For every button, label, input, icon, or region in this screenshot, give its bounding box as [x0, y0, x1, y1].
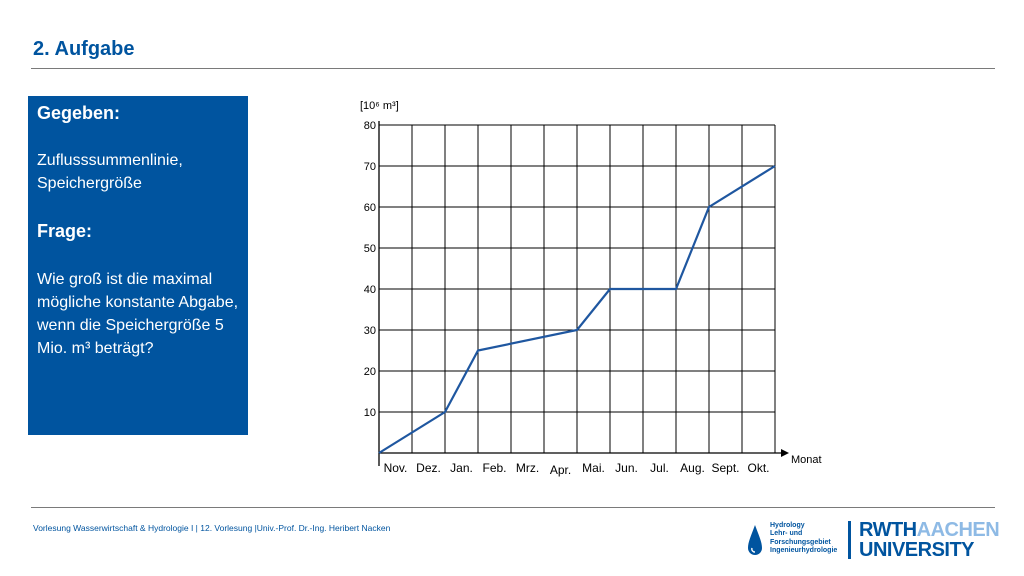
title-divider	[31, 68, 995, 69]
month-label: Jul.	[650, 461, 669, 475]
chart-grid	[379, 124, 776, 453]
rwth-logo: RWTHAACHEN UNIVERSITY	[859, 519, 1000, 561]
y-tick-label: 10	[364, 407, 376, 419]
given-text: Zuflusssummenlinie, Speichergröße	[37, 152, 183, 192]
y-tick-label: 50	[364, 243, 376, 255]
month-label: Mrz.	[516, 461, 539, 475]
y-tick-label: 40	[364, 284, 376, 296]
question-text: Wie groß ist die maximal mögliche konsta…	[37, 271, 239, 357]
y-tick-label: 30	[364, 325, 376, 337]
month-label: Jan.	[450, 461, 473, 475]
y-tick-labels: 10 20 30 40 50 60 70 80	[364, 120, 376, 419]
y-tick-label: 80	[364, 120, 376, 132]
given-heading: Gegeben:	[37, 103, 121, 123]
month-label: Nov.	[384, 461, 408, 475]
footer-text: Vorlesung Wasserwirtschaft & Hydrologie …	[33, 523, 391, 533]
footer-logos: Hydrology Lehr- und Forschungsgebiet Ing…	[745, 519, 1000, 563]
y-tick-label: 20	[364, 366, 376, 378]
slide-title: 2. Aufgabe	[33, 38, 135, 60]
month-label: Jun.	[615, 461, 638, 475]
info-panel: Gegeben: Zuflusssummenlinie, Speichergrö…	[28, 96, 248, 435]
question-heading: Frage:	[37, 221, 93, 241]
month-label: Apr.	[550, 463, 571, 477]
footer-divider	[31, 507, 995, 508]
month-label: Mai.	[582, 461, 605, 475]
month-labels: Nov. Dez. Jan. Feb. Mrz. Apr. Mai. Jun. Jul. Aug.…	[384, 461, 770, 477]
x-axis-label: Monat	[791, 454, 822, 466]
y-tick-label: 60	[364, 202, 376, 214]
hydrology-logo-text: Hydrology Lehr- und Forschungsgebiet Ing…	[770, 522, 838, 554]
storage-chart: [10⁶ m³] Monat 10 20 30 40 50 60 70 80 Nov. Dez.…	[360, 100, 822, 477]
chart-axes	[378, 121, 789, 466]
month-label: Aug.	[680, 461, 705, 475]
series-line	[378, 165, 776, 454]
month-label: Feb.	[482, 461, 506, 475]
logo-separator	[848, 521, 851, 559]
x-axis-arrow	[781, 449, 789, 457]
water-drop-icon	[748, 525, 762, 555]
month-label: Okt.	[747, 461, 769, 475]
y-axis-label: [10⁶ m³]	[360, 100, 399, 112]
y-tick-label: 70	[364, 161, 376, 173]
month-label: Sept.	[711, 461, 739, 475]
month-label: Dez.	[416, 461, 441, 475]
